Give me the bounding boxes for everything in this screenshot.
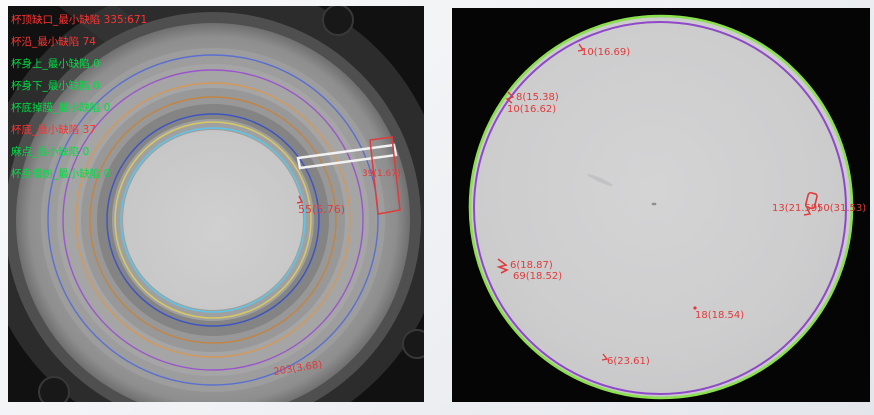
defect-marker (505, 91, 515, 104)
surface-smudge (587, 174, 613, 186)
left-inspection-image-canvas[interactable]: 55(5.76) 39(1.67) 203(3.68) 杯顶缺口_最小缺陷 33… (8, 6, 424, 402)
defect-region-box-red (369, 136, 401, 215)
defect-label: 39(1.67) (362, 169, 401, 179)
stat-line: 杯身上_最小缺陷 0 (11, 57, 100, 70)
defect-marker (577, 43, 585, 52)
defect-label: 8(15.38) (516, 92, 559, 103)
bolt-hole (38, 376, 70, 402)
defect-marker (693, 306, 697, 310)
defect-marker (496, 258, 509, 274)
stat-line: 杯底掉膜_最小缺陷 0 (11, 101, 110, 114)
right-inspection-image-canvas[interactable]: 10(16.69) 8(15.38) 10(16.62) 13(21.59) 5… (452, 8, 870, 402)
defect-label: 6(23.61) (607, 356, 650, 367)
cup-floor (123, 130, 303, 310)
defect-label: 10(16.62) (507, 104, 556, 115)
defect-marker (803, 207, 812, 216)
stat-line: 麻点_最小缺陷 0 (11, 145, 89, 158)
detection-circle-cyan (120, 127, 306, 313)
detection-circle-purple (62, 69, 364, 371)
defect-label: 10(16.69) (581, 47, 630, 58)
fitted-circle-purple (473, 21, 847, 395)
left-inspection-svg: 55(5.76) 39(1.67) 203(3.68) 杯顶缺口_最小缺陷 33… (8, 6, 424, 402)
fitted-circle-green (468, 14, 854, 400)
detection-circle-orange-inner (89, 96, 337, 344)
defect-label: 18(18.54) (695, 310, 744, 321)
defect-label: 69(18.52) (513, 271, 562, 282)
bolt-hole (322, 6, 354, 36)
right-inspection-svg: 10(16.69) 8(15.38) 10(16.62) 13(21.59) 5… (452, 8, 870, 402)
detection-circle-outer-blue (47, 54, 379, 386)
detection-circle-yellow (114, 121, 312, 319)
stat-line: 杯顶缺口_最小缺陷 335:671 (11, 13, 147, 26)
roi-box-white (296, 143, 398, 170)
stat-line: 杯身擦伤_最小缺陷 0 (11, 167, 110, 180)
cup-bottom-disc (471, 17, 851, 397)
stat-line: 杯底_最小缺陷 37 (11, 123, 96, 136)
defect-label: 55(5.76) (298, 203, 345, 216)
detection-circle-orange-outer (75, 82, 351, 358)
stat-line: 杯身下_最小缺陷 0 (11, 79, 100, 92)
defect-marker (601, 353, 609, 361)
defect-label: 13(21.59) (772, 203, 821, 214)
defect-region-box-red (804, 191, 818, 210)
defect-marker (296, 195, 304, 204)
detection-circle-inner-blue (106, 113, 320, 327)
surface-speck (651, 202, 657, 206)
bolt-hole (402, 329, 424, 359)
defect-label: 50(31.53) (817, 203, 866, 214)
stat-line: 杯沿_最小缺陷 74 (11, 35, 96, 48)
defect-label: 6(18.87) (510, 260, 553, 271)
